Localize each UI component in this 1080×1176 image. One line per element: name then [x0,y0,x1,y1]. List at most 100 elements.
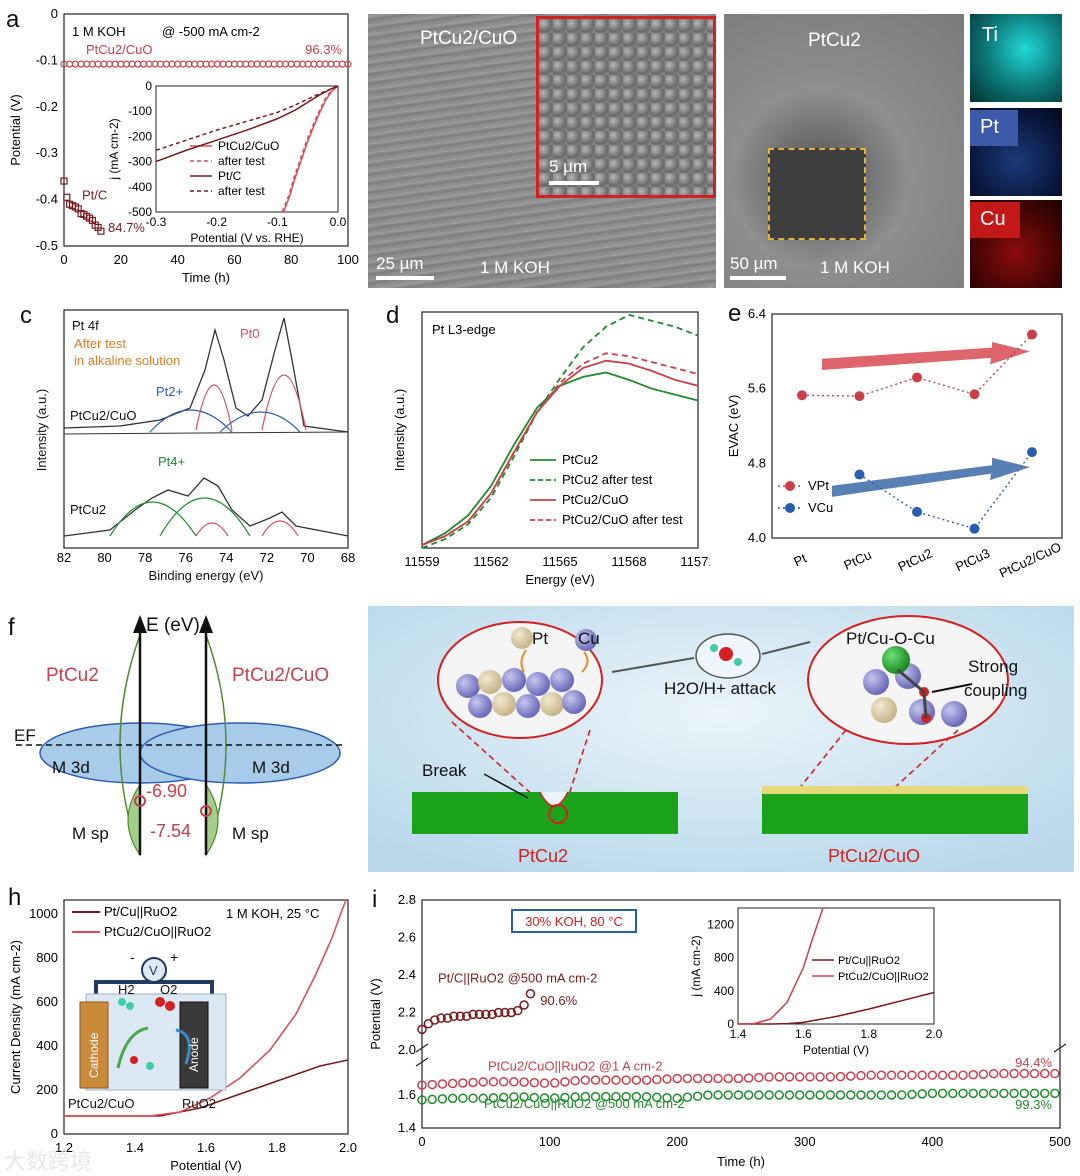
g-atoms-right [863,646,973,727]
i-ytick-upper: 2.2 [398,1005,416,1020]
a-ytick: -0.3 [36,145,58,160]
i-point-2 [886,1090,897,1100]
g-cu-label: Cu [578,629,600,648]
i-point-2 [692,1091,703,1101]
scale-bar-b1 [376,276,434,280]
i-inset-ylabel: j (mA cm-2) [689,935,703,997]
i-point-1 [835,1071,846,1082]
panel-label-e: e [728,300,742,327]
i-point-2 [845,1090,856,1100]
i-point-2 [549,1093,560,1103]
a-series-name-1: Pt/C [82,188,107,203]
i-point-2 [672,1093,682,1104]
i-point-1 [999,1068,1009,1079]
i-point-1 [672,1073,682,1084]
d-legend-1: PtCu2 after test [562,472,653,487]
i-ytick-upper: 2.6 [398,930,416,945]
i-inset-xtick: 1.8 [860,1027,877,1041]
a-xtick: 0 [60,252,67,267]
h-volt-label: V [149,963,158,978]
panel-label-a: a [6,6,20,33]
c-pt0-peak2 [261,374,307,431]
i-point-ptc [474,1009,485,1020]
e-legend-1: VCu [808,500,833,515]
e-series-line-1 [859,451,1033,530]
c-xtick-76: 76 [178,550,192,565]
h-minus-label: - [130,949,135,965]
a-retention-0: 96.3% [305,42,342,57]
a-ytick: -0.2 [36,99,58,114]
f-value-left: -6.90 [146,781,187,801]
h-series-ptcu [64,1059,349,1117]
i-point-1 [539,1078,550,1088]
c-sample1: PtCu2/CuO [70,408,136,423]
i-point-2 [876,1090,887,1100]
h-ytick-400: 400 [36,1038,58,1053]
chart-h: 0 200 400 600 800 1000 1.2 1.4 1.6 1.8 2… [8,899,357,1173]
i-point-2 [498,1092,509,1103]
eds-map-cu: Cu [970,200,1062,288]
g-break-marker [548,804,568,824]
a-title: 1 M KOH [72,24,125,39]
i-point-2 [907,1089,917,1100]
i-point-2 [468,1093,478,1104]
i-point-1 [692,1073,703,1084]
i-point-1 [580,1075,591,1085]
i-inset-ytick: 0 [727,1017,734,1031]
i-point-2 [866,1090,876,1100]
i-point-1 [641,1075,652,1085]
a-retention-1: 84.7% [108,220,145,235]
h-xlabel: Potential (V) [170,1158,242,1173]
panel-label-d: d [386,302,400,329]
e-point-VCu [1027,447,1037,458]
i-point-2 [723,1090,733,1100]
i-inset-legend-1: PtCu2/CuO||RuO2 [838,971,929,983]
eds-label-ti: Ti [982,24,998,46]
e-point-VPt [969,389,980,400]
h-cathode-material: PtCu2/CuO [68,1096,134,1111]
i-point-2 [682,1092,693,1102]
sem-label-ptcu2-cuo: PtCu2/CuO [420,28,518,49]
e-ytick: 5.6 [748,381,766,396]
i-point-1 [856,1070,866,1081]
h-condition: 1 M KOH, 25 °C [226,906,319,921]
i-point-2 [631,1091,642,1102]
h-legend-1: PtCu2/CuO||RuO2 [104,924,211,939]
i-inset-series-0 [738,991,935,1025]
chart-d: Pt L3-edge 11559 11562 11565 11568 11571 Energ… [392,311,710,587]
i-point-ptc [430,1015,440,1025]
i-point-2 [794,1090,805,1100]
i-xtick: 0 [418,1134,425,1149]
electrolyte-label-b2: 1 M KOH [820,258,890,277]
h-anode-material: RuO2 [182,1096,216,1111]
a-point-ptcu2cuo [344,60,352,68]
h-h2-label: H2 [118,982,135,997]
i-point-1 [468,1077,478,1088]
e-point-VCu [854,469,865,480]
a-inset-ylabel: j (mA cm-2) [107,118,121,180]
a-inset-ytick: -100 [128,104,152,118]
c-xtick-74: 74 [219,550,233,565]
i-point-1 [509,1077,519,1087]
c-pt2-peak1 [149,409,233,433]
e-trend-arrow-pt [822,342,1030,370]
i-point-1 [907,1070,917,1080]
e-point-VPt [854,391,865,402]
h-xtick-5: 2.0 [339,1140,357,1155]
i-point-2 [733,1090,744,1100]
f-center-marker-right [200,805,212,817]
i-point-2 [1050,1088,1060,1099]
panel-label-i: i [372,886,378,913]
c-xtick-80: 80 [97,550,111,565]
i-point-2 [529,1092,540,1103]
i-retention-1: 94.4% [1015,1055,1052,1070]
a-inset-xtick: -0.1 [267,215,288,229]
i-point-1 [662,1074,672,1084]
c-pt4-peak1 [109,501,197,537]
i-point-1 [570,1076,580,1086]
d-title: Pt L3-edge [432,322,496,337]
e-point-VPt [912,372,922,383]
i-point-1 [754,1072,764,1083]
c-xtick-70: 70 [300,550,314,565]
f-center-marker-left [134,795,146,807]
